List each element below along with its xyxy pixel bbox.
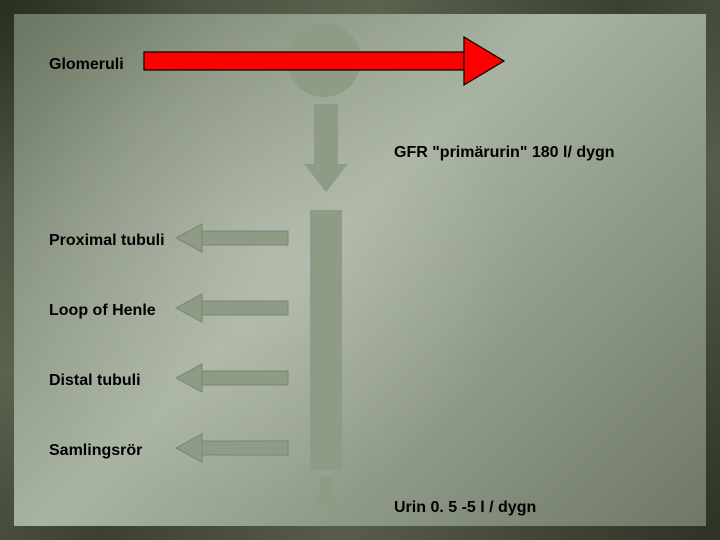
label-proximal-tubuli: Proximal tubuli (49, 232, 165, 250)
gfr-down-arrow (304, 104, 348, 192)
label-urin: Urin 0. 5 -5 l / dygn (394, 499, 536, 517)
blood-flow-arrow (144, 37, 504, 85)
label-samlingsror: Samlingsrör (49, 442, 142, 460)
reabsorption-arrow-henle (176, 294, 288, 322)
slide-canvas: Glomeruli GFR "primärurin" 180 l/ dygn P… (0, 0, 720, 540)
reabsorption-arrow-proximal (176, 224, 288, 252)
label-loop-of-henle: Loop of Henle (49, 302, 156, 320)
label-glomeruli: Glomeruli (49, 56, 124, 74)
reabsorption-arrow-distal (176, 364, 288, 392)
label-gfr: GFR "primärurin" 180 l/ dygn (394, 144, 615, 162)
glomerulus-circle (287, 23, 361, 97)
reabsorption-arrow-collecting (176, 434, 288, 462)
label-distal-tubuli: Distal tubuli (49, 372, 141, 390)
urine-down-arrow (314, 476, 338, 514)
tubule-bar (310, 210, 342, 470)
